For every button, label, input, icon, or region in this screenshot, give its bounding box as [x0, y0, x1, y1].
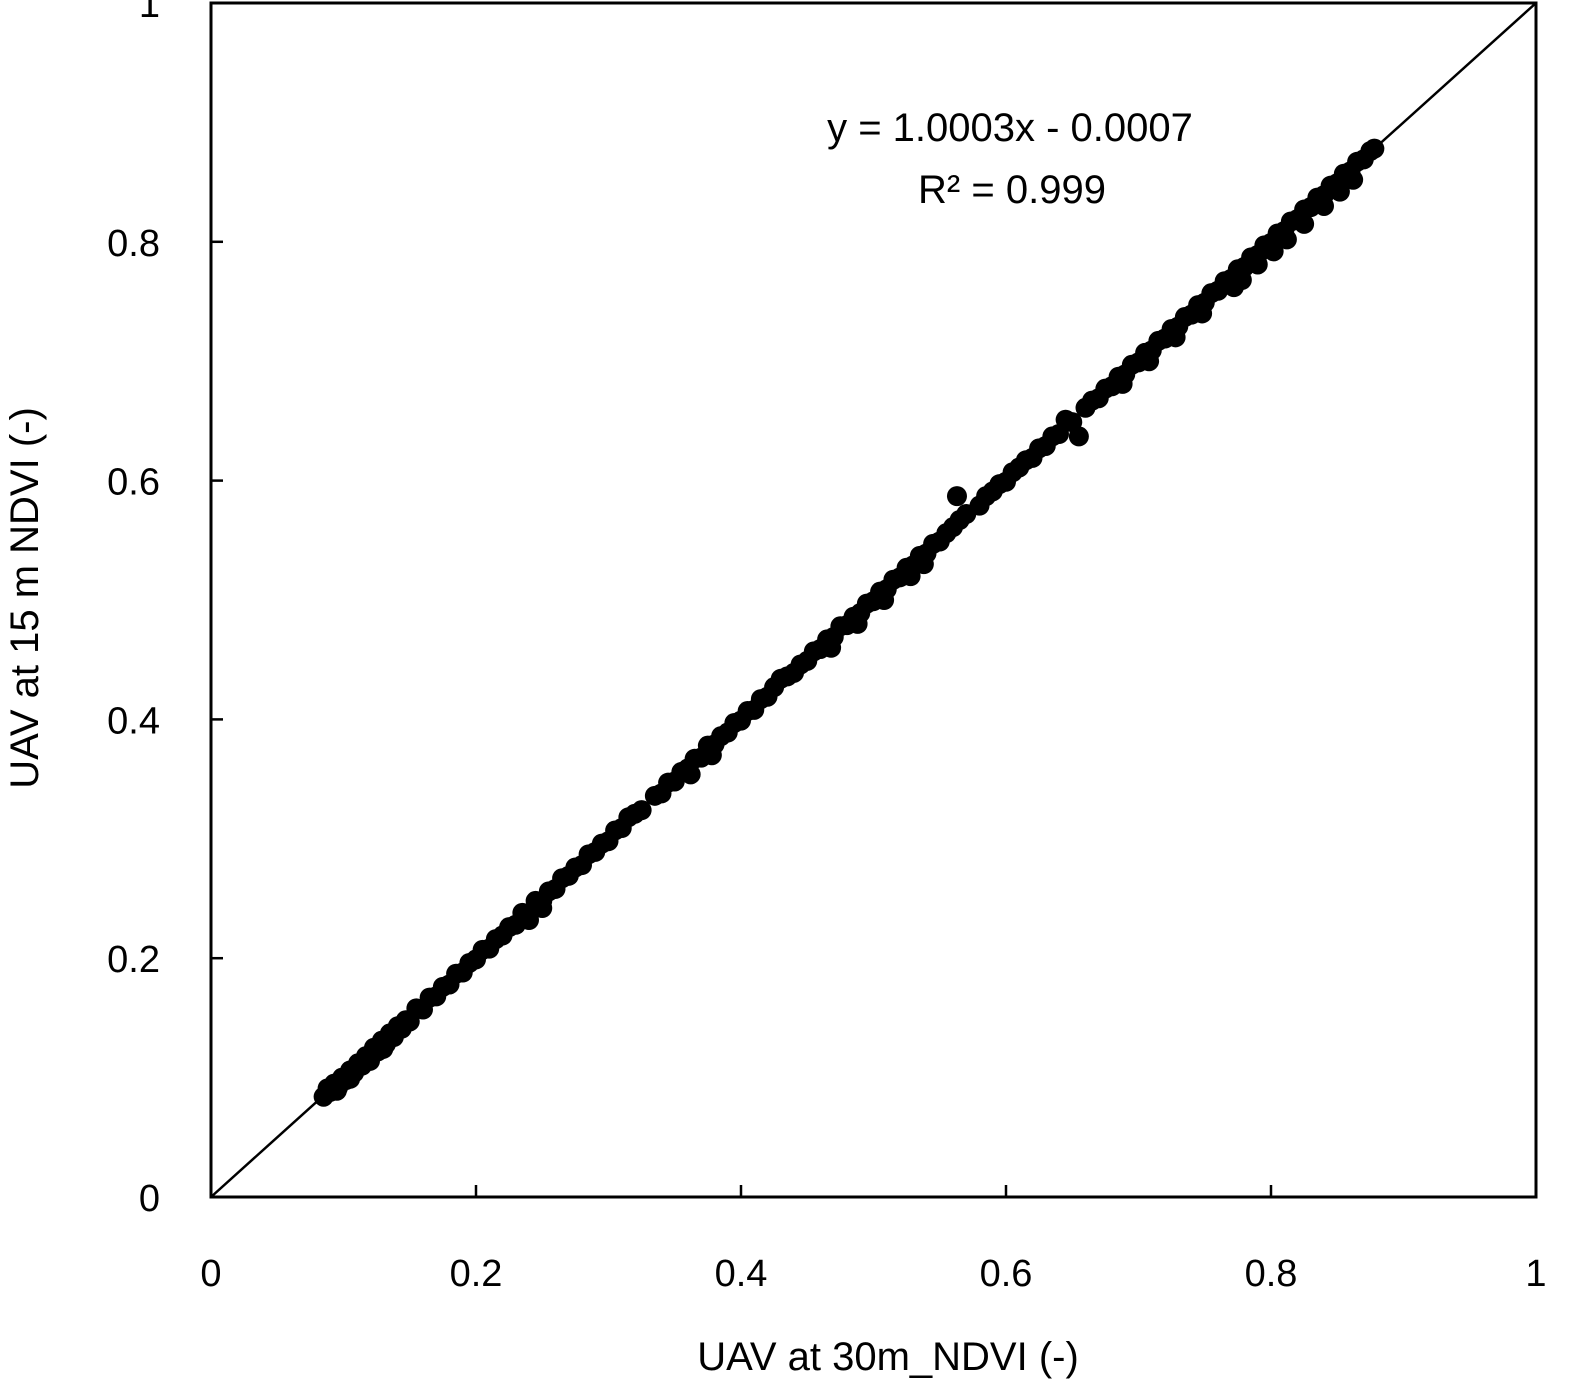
- regression-equation-label: y = 1.0003x - 0.0007: [827, 106, 1193, 150]
- y-tick-label: 0.8: [107, 223, 160, 265]
- data-point: [1165, 327, 1186, 348]
- data-point: [900, 566, 921, 587]
- data-point: [1112, 373, 1133, 394]
- data-point: [631, 800, 652, 821]
- data-point: [1068, 426, 1089, 447]
- data-point: [847, 613, 868, 634]
- data-point: [874, 590, 895, 610]
- data-point: [340, 1068, 361, 1089]
- data-point: [1276, 229, 1297, 250]
- data-point: [373, 1038, 394, 1059]
- x-tick-label: 0.2: [450, 1253, 503, 1295]
- data-point: [1314, 195, 1334, 216]
- y-axis-title: UAV at 15 m NDVI (-): [3, 407, 47, 789]
- x-tick-label: 1: [1525, 1253, 1546, 1295]
- x-axis-title: UAV at 30m_NDVI (-): [697, 1335, 1079, 1379]
- data-point: [1231, 270, 1252, 291]
- data-point: [1343, 169, 1364, 190]
- y-tick-label: 0: [139, 1178, 160, 1220]
- data-point: [1263, 241, 1284, 262]
- data-point: [532, 898, 553, 919]
- data-point: [1329, 181, 1350, 202]
- data-point: [1192, 303, 1213, 324]
- data-point: [913, 554, 934, 575]
- x-tick-label: 0.6: [980, 1253, 1033, 1295]
- data-point: [326, 1080, 347, 1101]
- x-tick-label: 0.8: [1245, 1253, 1298, 1295]
- data-point: [360, 1050, 380, 1071]
- data-point: [680, 764, 701, 785]
- data-point: [1139, 351, 1160, 372]
- data-point: [1247, 254, 1268, 275]
- r-squared-label: R² = 0.999: [918, 168, 1106, 212]
- y-tick-label: 0.6: [107, 462, 160, 504]
- data-point: [701, 745, 722, 766]
- data-point: [1364, 138, 1385, 159]
- data-point: [1294, 213, 1315, 234]
- y-tick-label: 0.2: [107, 939, 160, 981]
- data-point: [821, 637, 842, 658]
- data-point: [519, 909, 539, 930]
- y-tick-label: 1: [139, 0, 160, 26]
- y-tick-label: 0.4: [107, 700, 160, 742]
- plot-frame: [209, 1, 1538, 1199]
- x-tick-label: 0.4: [715, 1253, 768, 1295]
- data-point: [946, 486, 967, 507]
- x-tick-label: 0: [200, 1253, 221, 1295]
